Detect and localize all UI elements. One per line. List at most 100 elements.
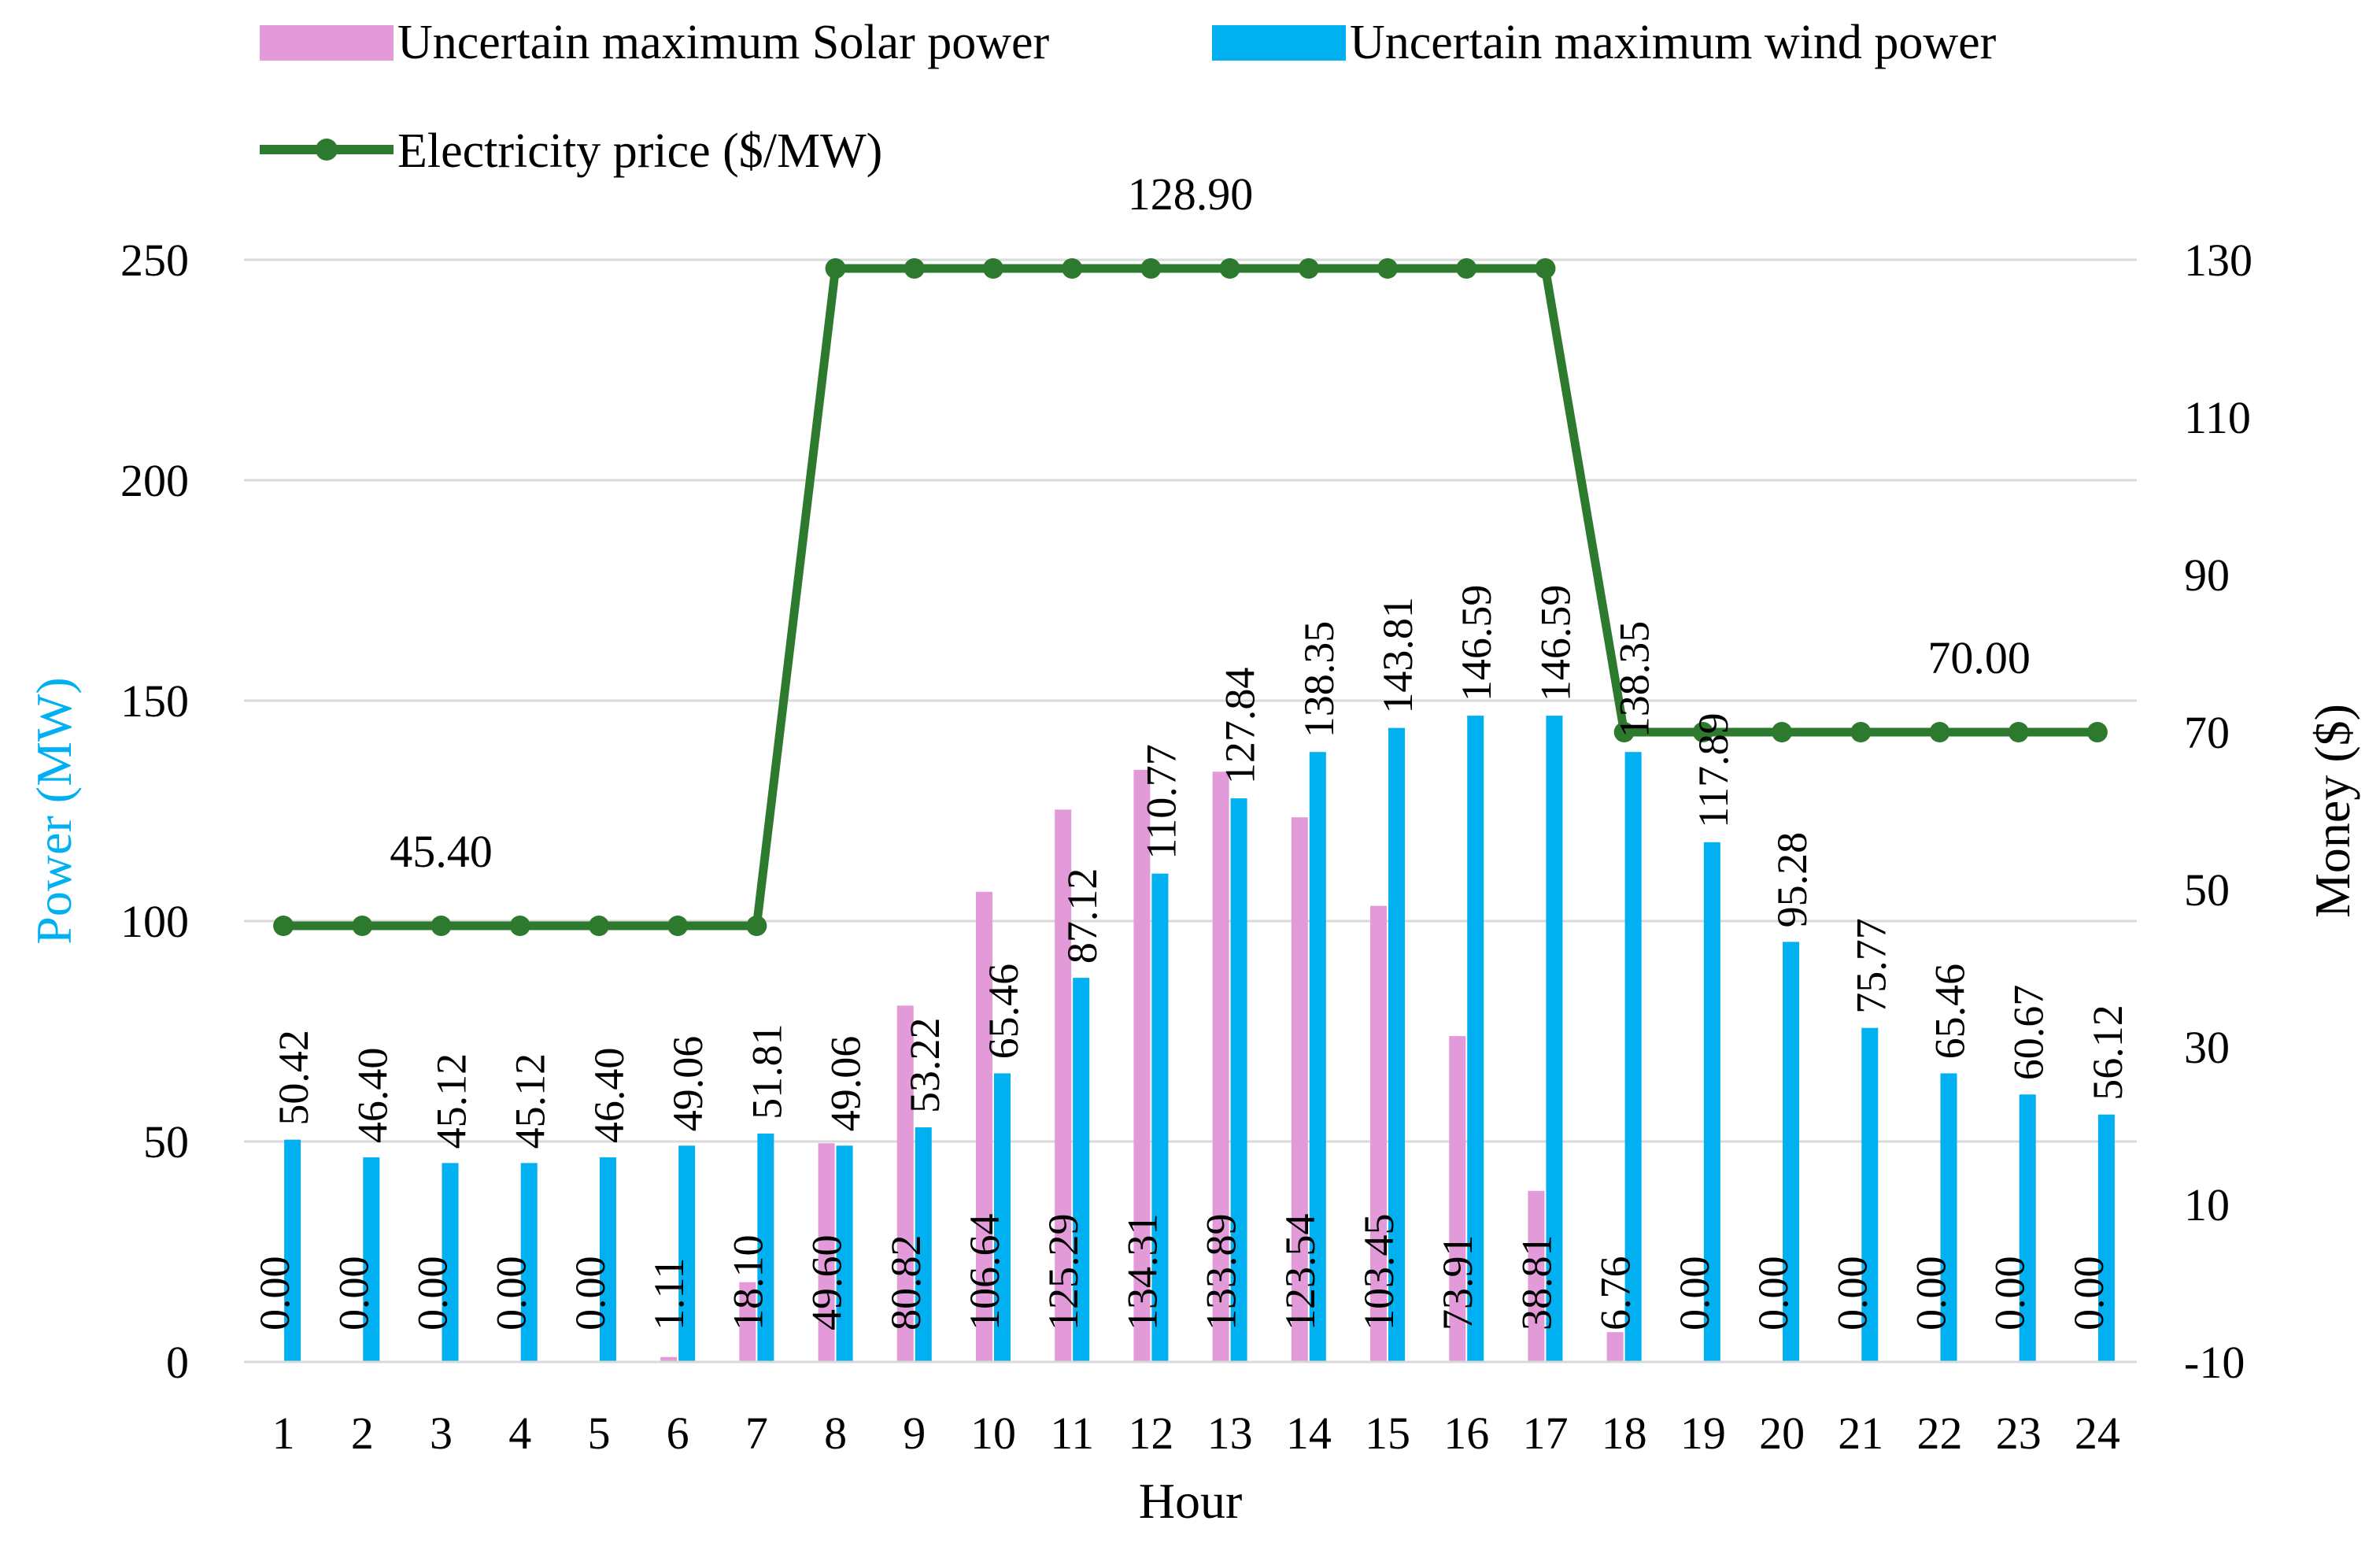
x-tick-label: 1: [272, 1408, 295, 1459]
legend-price-marker: [316, 139, 338, 161]
legend-wind-swatch: [1212, 25, 1346, 61]
wind-data-label: 75.77: [1847, 918, 1894, 1014]
wind-bar: [1783, 942, 1800, 1362]
wind-data-label: 51.81: [743, 1023, 790, 1119]
x-tick-label: 4: [508, 1408, 531, 1459]
wind-data-label: 146.59: [1532, 585, 1579, 702]
price-point: [1929, 722, 1950, 742]
solar-bar: [1133, 769, 1151, 1362]
solar-data-label: 38.81: [1513, 1235, 1560, 1331]
x-tick-label: 15: [1365, 1408, 1410, 1459]
solar-data-label: 0.00: [1986, 1256, 2034, 1331]
wind-data-label: 138.35: [1295, 621, 1343, 738]
x-tick-label: 8: [824, 1408, 847, 1459]
wind-data-label: 50.42: [270, 1030, 317, 1126]
wind-bar: [284, 1139, 301, 1362]
x-tick-label: 18: [1602, 1408, 1647, 1459]
solar-bar: [1212, 772, 1229, 1362]
wind-data-label: 46.40: [586, 1048, 633, 1144]
y-left-tick-label: 0: [166, 1337, 189, 1388]
solar-bar: [1055, 809, 1072, 1362]
solar-data-label: 6.76: [1592, 1256, 1639, 1331]
solar-bar: [660, 1356, 678, 1362]
wind-bar: [1073, 978, 1090, 1362]
price-point: [982, 258, 1003, 279]
wind-data-label: 127.84: [1217, 668, 1264, 785]
wind-bar: [1309, 752, 1326, 1362]
price-point: [1692, 722, 1713, 742]
solar-data-label: 106.64: [961, 1214, 1008, 1331]
solar-data-label: 0.00: [488, 1256, 535, 1331]
wind-bar: [1388, 727, 1406, 1362]
wind-data-label: 49.06: [664, 1036, 711, 1132]
y-right-tick-label: 10: [2184, 1179, 2230, 1230]
wind-bar: [915, 1127, 932, 1362]
wind-data-label: 45.12: [428, 1053, 475, 1149]
y-left-tick-label: 150: [120, 675, 189, 727]
wind-bar: [1546, 716, 1563, 1362]
price-point: [1772, 722, 1793, 742]
price-point: [509, 916, 530, 936]
wind-bar: [836, 1145, 853, 1362]
x-tick-label: 9: [903, 1408, 926, 1459]
legend: Uncertain maximum Solar power Uncertain m…: [260, 16, 1997, 178]
gridlines: [244, 258, 2137, 1143]
wind-bar: [993, 1073, 1011, 1362]
y-left-tick-label: 250: [120, 235, 189, 286]
solar-data-label: 0.00: [409, 1256, 456, 1331]
solar-data-label: 103.45: [1355, 1214, 1402, 1331]
solar-bar: [1606, 1332, 1624, 1362]
x-tick-label: 24: [2075, 1408, 2120, 1459]
wind-bar: [599, 1157, 616, 1362]
wind-data-label: 53.22: [901, 1017, 948, 1113]
y-right-tick-label: 50: [2184, 864, 2230, 916]
solar-bar: [1370, 905, 1388, 1362]
price-point: [1456, 258, 1477, 279]
solar-bar: [739, 1282, 756, 1362]
solar-data-label: 133.89: [1198, 1214, 1245, 1331]
wind-data-label: 45.12: [507, 1053, 554, 1149]
x-tick-label: 2: [351, 1408, 374, 1459]
y-right-tick-label: 130: [2184, 235, 2252, 286]
wind-bar: [1624, 752, 1642, 1362]
legend-solar-label: Uncertain maximum Solar power: [397, 16, 1050, 69]
wind-data-label: 138.35: [1611, 621, 1658, 738]
x-tick-label: 13: [1207, 1408, 1253, 1459]
y-right-tick-label: 90: [2184, 549, 2230, 601]
solar-data-label: 0.00: [1828, 1256, 1876, 1331]
price-point: [1613, 722, 1635, 742]
solar-data-label: 80.82: [882, 1235, 929, 1331]
bars: [284, 716, 2115, 1362]
y-left-tick-label: 50: [143, 1116, 189, 1167]
wind-bar: [520, 1163, 538, 1362]
wind-data-label: 117.89: [1690, 712, 1737, 828]
x-tick-label: 11: [1050, 1408, 1094, 1459]
price-point: [904, 258, 925, 279]
wind-data-label: 87.12: [1059, 868, 1106, 964]
legend-solar-swatch: [260, 25, 394, 61]
wind-data-label: 65.46: [980, 964, 1027, 1060]
solar-bar: [818, 1143, 835, 1362]
wind-data-label: 49.06: [822, 1036, 870, 1132]
price-point: [1850, 722, 1872, 742]
price-annotation: 70.00: [1927, 632, 2031, 683]
price-line-path: [283, 264, 2097, 931]
solar-data-label: 1.11: [645, 1258, 693, 1331]
legend-price-label: Electricity price ($/MW): [397, 124, 882, 178]
solar-bar: [1449, 1036, 1466, 1362]
wind-bar: [1703, 842, 1720, 1362]
x-axis-title: Hour: [1139, 1473, 1243, 1529]
wind-data-label: 146.59: [1453, 585, 1500, 702]
solar-bar: [975, 891, 992, 1362]
wind-data-label: 60.67: [2005, 985, 2053, 1081]
price-point: [1219, 258, 1240, 279]
solar-data-label: 0.00: [567, 1256, 614, 1331]
x-tick-label: 21: [1838, 1408, 1883, 1459]
solar-data-label: 0.00: [1671, 1256, 1718, 1331]
x-tick-label: 23: [1996, 1408, 2042, 1459]
solar-data-label: 18.10: [724, 1235, 771, 1331]
price-point: [1535, 258, 1556, 279]
y-right-axis-title: Money ($): [2304, 704, 2360, 918]
x-tick-label: 22: [1916, 1408, 1962, 1459]
price-point: [2008, 722, 2029, 742]
